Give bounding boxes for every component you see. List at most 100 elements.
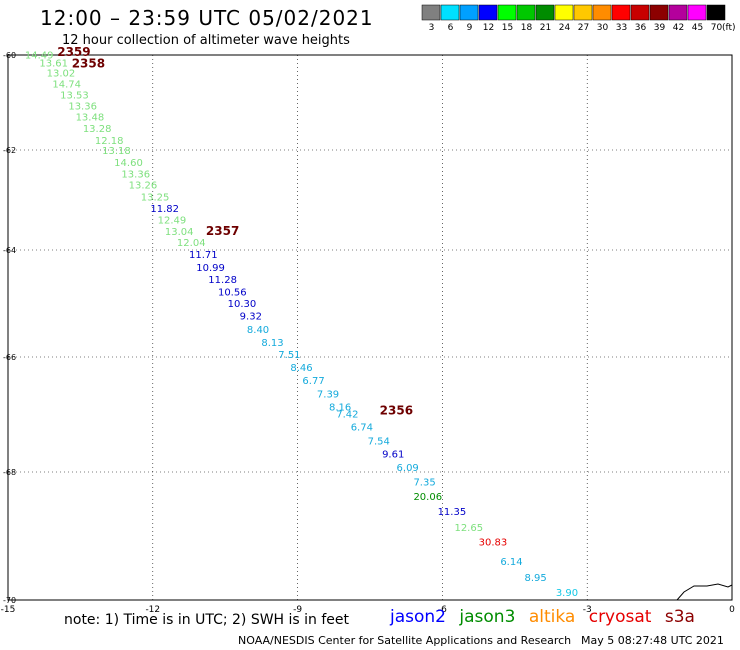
wave-height-label: 8.16 <box>329 402 351 413</box>
wave-height-label: 13.04 <box>165 227 194 238</box>
wave-height-label: 14.74 <box>52 79 81 90</box>
lat-tick-label: -68 <box>3 468 16 477</box>
colorbar-swatch <box>440 4 460 21</box>
wave-height-label: 12.49 <box>158 216 187 227</box>
coastline-segment <box>676 583 733 601</box>
axis-ticks: -60 -62 -64 -66 -68 -70-15 -12 -9 -6 -3 0 <box>1 51 735 615</box>
wave-height-label: 7.39 <box>317 389 339 400</box>
wave-height-label: 14.49 <box>25 50 54 61</box>
colorbar-label: 36 <box>635 23 647 33</box>
wave-height-label: 8.95 <box>524 573 546 584</box>
wave-height-label: 11.28 <box>208 275 237 286</box>
wave-height-label: 12.04 <box>177 238 206 249</box>
lon-tick-label: 0 <box>729 605 735 615</box>
mission-legend: jason2 jason3 altika cryosat s3a <box>390 607 703 627</box>
colorbar-swatch <box>478 4 498 21</box>
colorbar-label: 21 <box>540 23 551 33</box>
wave-height-label: 20.06 <box>413 492 442 503</box>
wave-height-label: 6.74 <box>351 423 373 434</box>
colorbar-swatch <box>630 4 650 21</box>
wave-height-label: 7.51 <box>278 350 300 361</box>
colorbar-swatch <box>592 4 612 21</box>
colorbar-label: 30 <box>597 23 609 33</box>
legend-cryosat: cryosat <box>588 607 652 627</box>
colorbar-label: 70 <box>711 23 723 33</box>
wave-height-label: 13.36 <box>121 170 150 181</box>
wave-height-label: 13.26 <box>129 181 158 192</box>
wave-height-colorbar: 3 6 9 12 15 18 21 24 27 30 33 36 39 42 45 70 (ft) <box>421 4 736 33</box>
pass-time-label: 2358 <box>72 56 105 70</box>
wave-height-label: 6.09 <box>397 463 419 474</box>
legend-s3a: s3a <box>664 607 695 627</box>
wave-height-label: 13.18 <box>102 146 131 157</box>
colorbar-label: 6 <box>448 23 454 33</box>
legend-altika: altika <box>528 607 576 627</box>
colorbar-swatch <box>687 4 707 21</box>
footer-note: note: 1) Time is in UTC; 2) SWH is in fe… <box>64 612 350 628</box>
observation-labels: 14.4913.6113.0214.7413.5313.3613.4813.28… <box>25 50 578 599</box>
wave-height-label: 30.83 <box>479 538 508 549</box>
colorbar-label: 42 <box>673 23 684 33</box>
pass-time-label: 2359 <box>57 45 90 59</box>
pass-time-label: 2356 <box>380 404 413 418</box>
colorbar-label: 3 <box>429 23 435 33</box>
colorbar-swatch <box>706 4 726 21</box>
wave-height-label: 9.32 <box>240 312 262 323</box>
pass-time-label: 2357 <box>206 224 239 238</box>
wave-height-label: 13.25 <box>141 193 170 204</box>
lon-tick-label: -12 <box>145 605 160 615</box>
wave-height-label: 3.90 <box>556 588 578 599</box>
colorbar-label: 45 <box>692 23 703 33</box>
lon-tick-label: -15 <box>1 605 16 615</box>
wave-height-label: 12.65 <box>454 523 483 534</box>
colorbar-label: 12 <box>483 23 494 33</box>
colorbar-swatch <box>516 4 536 21</box>
wave-height-label: 8.40 <box>247 325 269 336</box>
wave-height-label: 12.18 <box>95 136 124 147</box>
coastline <box>676 583 733 601</box>
lon-tick-label: -6 <box>438 605 447 615</box>
map-subtitle: 12 hour collection of altimeter wave hei… <box>62 33 350 48</box>
lat-tick-label: -66 <box>3 353 16 362</box>
colorbar-label: 39 <box>654 23 666 33</box>
wave-height-label: 11.71 <box>189 250 218 261</box>
wave-height-label: 13.48 <box>76 113 105 124</box>
colorbar-swatch <box>459 4 479 21</box>
wave-height-label: 10.30 <box>228 299 257 310</box>
map-grid <box>7 54 733 601</box>
colorbar-swatch <box>649 4 669 21</box>
lat-tick-label: -64 <box>3 246 16 255</box>
lat-tick-label: -70 <box>3 596 16 605</box>
wave-height-label: 8.13 <box>261 338 283 349</box>
generated-time: May 5 08:27:48 UTC 2021 <box>581 634 724 647</box>
colorbar-swatch <box>611 4 631 21</box>
colorbar-swatch <box>573 4 593 21</box>
wave-height-label: 10.99 <box>196 263 225 274</box>
wave-height-label: 8.46 <box>290 363 312 374</box>
wave-height-label: 10.56 <box>218 287 247 298</box>
wave-height-label: 11.35 <box>438 507 467 518</box>
wave-height-label: 7.35 <box>413 477 435 488</box>
colorbar-label: 24 <box>559 23 571 33</box>
lon-tick-label: -9 <box>293 605 302 615</box>
wave-height-label: 13.02 <box>47 68 76 79</box>
legend-jason2: jason2 <box>390 607 446 627</box>
colorbar-swatch <box>535 4 555 21</box>
wave-height-label: 13.61 <box>39 58 68 69</box>
wave-height-label: 11.82 <box>150 204 179 215</box>
credit-line: NOAA/NESDIS Center for Satellite Applica… <box>238 634 572 647</box>
colorbar-swatch <box>668 4 688 21</box>
wave-height-label: 13.28 <box>83 124 112 135</box>
lat-tick-label: -62 <box>3 146 16 155</box>
wave-height-label: 9.61 <box>382 450 404 461</box>
wave-height-label: 13.53 <box>60 91 89 102</box>
legend-jason3: jason3 <box>459 607 516 627</box>
wave-height-label: 6.77 <box>302 376 324 387</box>
wave-height-label: 13.36 <box>68 102 97 113</box>
colorbar-label: 33 <box>616 23 627 33</box>
colorbar-unit: (ft) <box>722 23 736 33</box>
map-frame <box>7 54 733 601</box>
colorbar-label: 18 <box>521 23 533 33</box>
